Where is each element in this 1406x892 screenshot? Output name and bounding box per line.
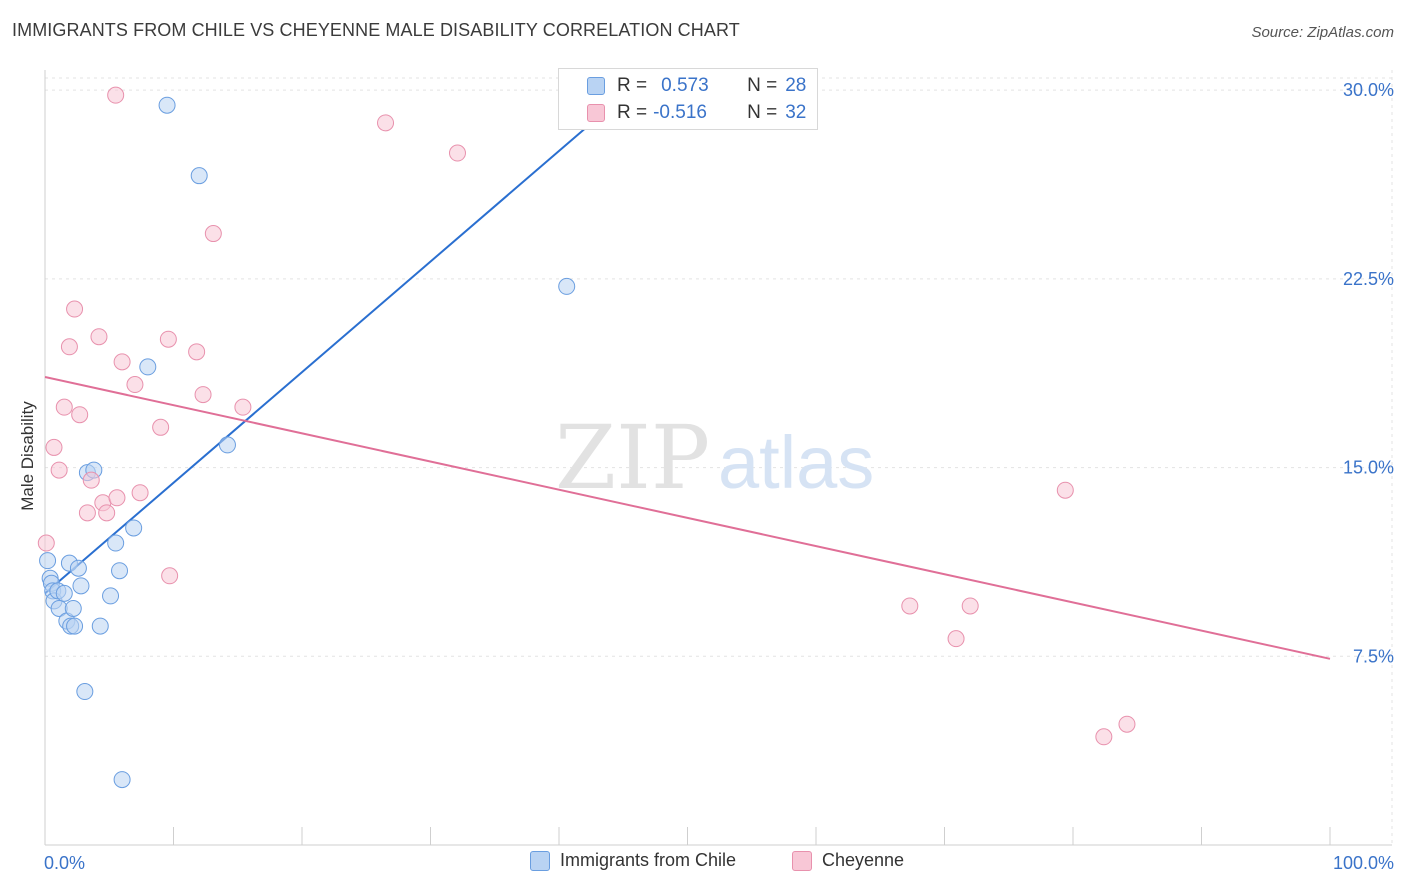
- stats-swatch-blue: [587, 77, 605, 95]
- point-cheyenne: [188, 343, 206, 361]
- legend-item-cheyenne[interactable]: Cheyenne: [792, 850, 904, 871]
- point-chile: [55, 584, 73, 602]
- x-tick-label-min: 0.0%: [44, 853, 85, 873]
- stats-row-chile: R = 0.573 N = 28: [617, 73, 806, 99]
- point-chile: [158, 96, 176, 114]
- watermark: ZIP atlas: [555, 406, 874, 509]
- point-cheyenne: [50, 461, 68, 479]
- axes: [44, 70, 1392, 846]
- point-cheyenne: [161, 567, 179, 585]
- stats-n-label: N =: [747, 75, 778, 96]
- point-cheyenne: [78, 504, 96, 522]
- point-cheyenne: [60, 338, 78, 356]
- point-cheyenne: [107, 86, 125, 104]
- stats-n-value: 28: [785, 75, 807, 96]
- point-chile: [69, 559, 87, 577]
- point-cheyenne: [152, 418, 170, 436]
- point-cheyenne: [1095, 728, 1113, 746]
- point-chile: [107, 534, 125, 552]
- y-tick-label: 22.5%: [1343, 269, 1394, 289]
- point-cheyenne: [131, 484, 149, 502]
- point-cheyenne: [448, 144, 466, 162]
- point-chile: [66, 617, 84, 635]
- point-chile: [558, 277, 576, 295]
- stats-n-value: 32: [785, 102, 807, 123]
- stats-r-label: R =: [617, 102, 648, 123]
- data-points: [37, 86, 1136, 789]
- grid-lines: [45, 70, 1393, 845]
- point-chile: [72, 577, 90, 595]
- point-chile: [39, 552, 57, 570]
- point-cheyenne: [1056, 481, 1074, 499]
- bottom-legend: Immigrants from Chile Cheyenne: [0, 850, 1406, 878]
- tick-labels: 7.5% 15.0% 22.5% 30.0% 0.0% 100.0%: [44, 80, 1394, 873]
- point-cheyenne: [204, 225, 222, 243]
- source-label: Source: ZipAtlas.com: [1251, 24, 1394, 41]
- stats-r-value: -0.516: [653, 102, 707, 123]
- point-cheyenne: [66, 300, 84, 318]
- point-chile: [102, 587, 120, 605]
- point-cheyenne: [194, 386, 212, 404]
- point-chile: [76, 683, 94, 701]
- point-cheyenne: [947, 630, 965, 648]
- stats-r-label: R =: [617, 75, 648, 96]
- point-cheyenne: [126, 376, 144, 394]
- watermark-zip: ZIP: [555, 406, 710, 509]
- point-chile: [139, 358, 157, 376]
- point-cheyenne: [961, 597, 979, 615]
- trend-line-chile: [44, 89, 631, 595]
- legend-label-chile: Immigrants from Chile: [560, 850, 737, 870]
- x-tick-label-max: 100.0%: [1333, 853, 1394, 873]
- chart-title: IMMIGRANTS FROM CHILE VS CHEYENNE MALE D…: [12, 20, 740, 40]
- point-chile: [111, 562, 129, 580]
- point-cheyenne: [113, 353, 131, 371]
- stats-legend: R = 0.573 N = 28 R = -0.516 N = 32: [558, 68, 818, 130]
- point-cheyenne: [45, 438, 63, 456]
- legend-swatch-blue: [530, 850, 550, 871]
- legend-swatch-pink: [792, 850, 812, 871]
- point-cheyenne: [1118, 715, 1136, 733]
- stats-row-cheyenne: R = -0.516 N = 32: [617, 100, 806, 126]
- point-cheyenne: [90, 328, 108, 346]
- stats-n-label: N =: [747, 102, 778, 123]
- y-tick-label: 15.0%: [1343, 458, 1394, 478]
- point-chile: [190, 167, 208, 185]
- point-cheyenne: [82, 471, 100, 489]
- point-cheyenne: [98, 504, 116, 522]
- point-chile: [218, 436, 236, 454]
- point-cheyenne: [108, 489, 126, 507]
- point-chile: [125, 519, 143, 537]
- point-cheyenne: [234, 398, 252, 416]
- stats-swatch-pink: [587, 104, 605, 122]
- point-cheyenne: [71, 406, 89, 424]
- point-cheyenne: [37, 534, 55, 552]
- point-chile: [64, 599, 82, 617]
- point-chile: [113, 771, 131, 789]
- point-cheyenne: [377, 114, 395, 132]
- stats-r-value: 0.573: [661, 75, 709, 96]
- point-cheyenne: [901, 597, 919, 615]
- point-cheyenne: [55, 398, 73, 416]
- point-cheyenne: [159, 330, 177, 348]
- trend-line-cheyenne: [44, 376, 1331, 660]
- legend-label-cheyenne: Cheyenne: [822, 850, 905, 870]
- trend-lines: [44, 89, 1331, 660]
- y-tick-label: 7.5%: [1353, 646, 1394, 666]
- point-chile: [91, 617, 109, 635]
- watermark-atlas: atlas: [718, 421, 874, 504]
- y-tick-label: 30.0%: [1343, 80, 1394, 100]
- legend-item-chile[interactable]: Immigrants from Chile: [530, 850, 736, 871]
